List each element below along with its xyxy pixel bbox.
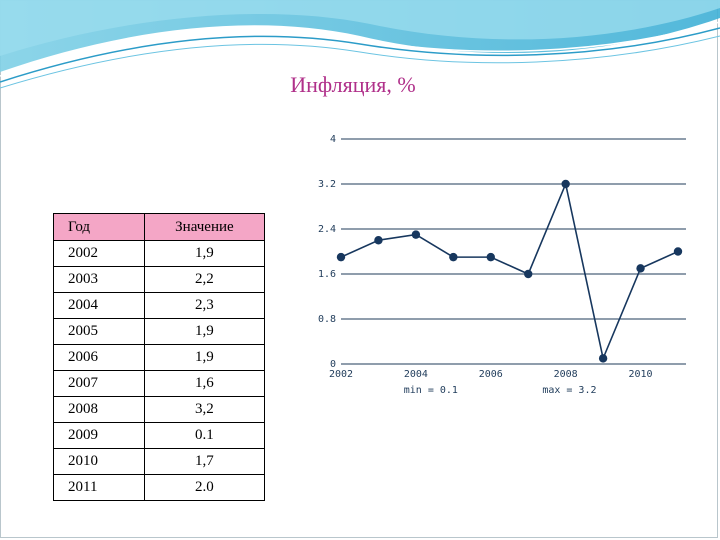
x-tick-label: 2010 — [629, 369, 653, 380]
year-cell: 2005 — [53, 318, 145, 345]
year-cell: 2007 — [53, 370, 145, 397]
x-tick-label: 2002 — [329, 369, 353, 380]
value-cell: 2,3 — [143, 292, 266, 319]
x-tick-label: 2004 — [404, 369, 428, 380]
year-cell: 2011 — [53, 474, 145, 501]
max-annotation: max = 3.2 — [542, 385, 596, 396]
value-cell: 2.0 — [143, 474, 266, 501]
slide-title: Инфляция, % — [0, 72, 720, 98]
table-row: 2005 1,9 — [53, 318, 266, 345]
table-row: 2008 3,2 — [53, 396, 266, 423]
line-chart-svg: 0 0.8 1.6 2.4 3.2 4 2002 2004 2006 2008 2010 min = … — [318, 134, 686, 396]
inflation-table: Год Значение 2002 1,9 2003 2,2 2004 2,3 2005 1,… — [53, 213, 266, 501]
y-tick-label: 0 — [330, 359, 336, 370]
y-tick-label: 2.4 — [318, 224, 336, 235]
series-line — [340, 181, 679, 362]
table-row: 2006 1,9 — [53, 344, 266, 371]
value-cell: 1,9 — [143, 318, 266, 345]
data-point — [486, 252, 495, 262]
value-cell: 1,7 — [143, 448, 266, 475]
data-point — [561, 179, 570, 189]
year-cell: 2008 — [53, 396, 145, 423]
data-point — [336, 252, 346, 262]
data-point — [411, 230, 421, 239]
data-point — [598, 354, 608, 363]
data-point — [636, 264, 645, 273]
x-tick-label: 2006 — [479, 369, 503, 380]
year-cell: 2002 — [53, 240, 145, 267]
inflation-chart: 0 0.8 1.6 2.4 3.2 4 2002 2004 2006 2008 2010 min = … — [298, 128, 690, 400]
data-point — [374, 236, 383, 245]
table-row: 2009 0.1 — [53, 422, 266, 449]
value-cell: 1,9 — [143, 240, 266, 267]
year-cell: 2010 — [53, 448, 145, 475]
min-annotation: min = 0.1 — [404, 385, 458, 396]
year-cell: 2009 — [53, 422, 145, 449]
table-row: 2007 1,6 — [53, 370, 266, 397]
data-point — [524, 269, 533, 279]
y-tick-label: 4 — [330, 134, 336, 145]
year-cell: 2003 — [53, 266, 145, 293]
table-row: 2011 2.0 — [53, 474, 266, 501]
value-cell: 1,6 — [143, 370, 266, 397]
value-cell: 1,9 — [143, 344, 266, 371]
year-cell: 2004 — [53, 292, 145, 319]
y-tick-label: 3.2 — [318, 179, 336, 190]
y-tick-label: 0.8 — [318, 314, 336, 325]
column-header-value: Значение — [143, 213, 266, 241]
y-tick-label: 1.6 — [318, 269, 336, 280]
table-body: 2002 1,9 2003 2,2 2004 2,3 2005 1,9 2006 1,9 2007 1… — [53, 240, 266, 501]
value-cell: 0.1 — [143, 422, 266, 449]
table-row: 2002 1,9 — [53, 240, 266, 267]
table-header-row: Год Значение — [53, 213, 266, 241]
header-wave-decoration — [0, 0, 720, 89]
value-cell: 3,2 — [143, 396, 266, 423]
table-row: 2010 1,7 — [53, 448, 266, 475]
slide-title-text: Инфляция, % — [290, 72, 416, 97]
year-cell: 2006 — [53, 344, 145, 371]
column-header-year: Год — [53, 213, 145, 241]
data-point — [449, 252, 458, 262]
data-point — [673, 247, 683, 256]
value-cell: 2,2 — [143, 266, 266, 293]
x-tick-label: 2008 — [554, 369, 578, 380]
table-row: 2003 2,2 — [53, 266, 266, 293]
table-row: 2004 2,3 — [53, 292, 266, 319]
